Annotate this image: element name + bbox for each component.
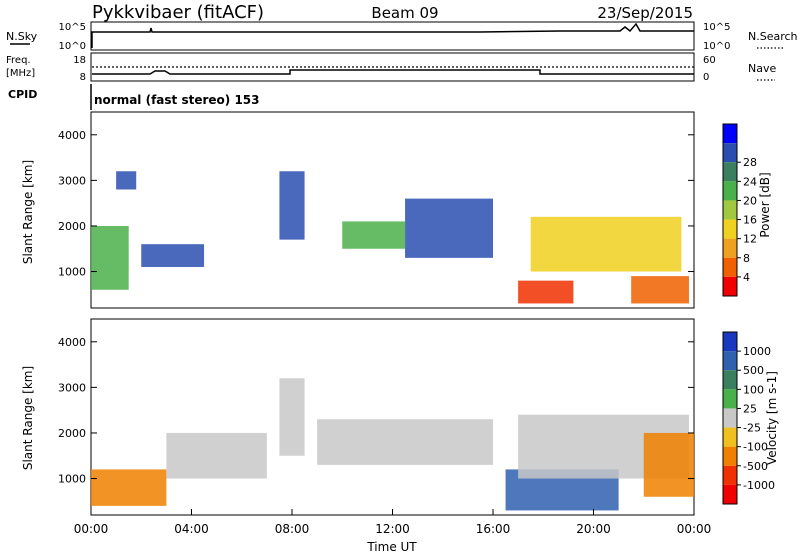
power-feature-6 — [518, 280, 574, 304]
power-colorbar-label-4: 20 — [743, 194, 757, 207]
velocity-ytick-label-3: 4000 — [58, 336, 86, 349]
power-feature-8 — [631, 276, 689, 304]
freq-tick-high: 18 — [73, 55, 86, 66]
power-feature-0 — [91, 225, 129, 290]
power-colorbar-frame — [722, 123, 738, 297]
velocity-colorbar-seg-7 — [723, 465, 737, 485]
velocity-colorbar-label: Velocity [m s-1] — [765, 371, 779, 465]
velocity-colorbar-label-4: -25 — [743, 422, 761, 435]
nsky-panel: N.Sky 10^5 10^0 10^5 10^0 N.Search — [6, 21, 798, 52]
velocity-colorbar-label-7: -1000 — [743, 479, 775, 492]
velocity-xtick-label-5: 20:00 — [576, 522, 611, 536]
velocity-colorbar-label-3: 25 — [743, 402, 757, 415]
nsearch-label: N.Search — [748, 30, 798, 43]
velocity-xtick-label-4: 16:00 — [476, 522, 511, 536]
cpid-value: normal (fast stereo) 153 — [94, 93, 260, 107]
velocity-xtick-label-1: 04:00 — [174, 522, 209, 536]
power-colorbar-label-5: 24 — [743, 175, 757, 188]
velocity-xtick-label-2: 08:00 — [275, 522, 310, 536]
velocity-xtick-label-6: 00:00 — [677, 522, 712, 536]
nsky-tick-high: 10^5 — [59, 22, 86, 33]
freq-trace — [92, 69, 694, 75]
velocity-xtick-label-3: 12:00 — [375, 522, 410, 536]
freq-tick-low: 8 — [80, 72, 86, 83]
velocity-ytick-label-2: 3000 — [58, 381, 86, 394]
power-colorbar-label-3: 16 — [743, 214, 757, 227]
power-feature-5 — [405, 198, 493, 258]
velocity-feature-0 — [91, 469, 167, 506]
velocity-colorbar-frame — [722, 331, 738, 505]
velocity-feature-2 — [279, 378, 305, 456]
beam-title: Beam 09 — [371, 4, 438, 22]
power-colorbar-label-0: 4 — [743, 271, 750, 284]
cpid-label: CPID — [8, 88, 37, 101]
velocity-colorbar-seg-4 — [723, 408, 737, 428]
velocity-feature-6 — [643, 432, 694, 497]
power-colorbar-label: Power [dB] — [758, 172, 772, 237]
station-title: Pykkvibaer (fitACF) — [92, 2, 264, 23]
freq-panel: Freq. [MHz] 18 8 60 0 Nave — [6, 52, 776, 83]
nsky-tick-low: 10^0 — [59, 41, 86, 52]
power-ytick-label-1: 2000 — [58, 220, 86, 233]
velocity-colorbar-seg-8 — [723, 484, 737, 504]
velocity-ytick-label-0: 1000 — [58, 473, 86, 486]
power-ytick-label-2: 3000 — [58, 174, 86, 187]
velocity-colorbar-seg-2 — [723, 370, 737, 390]
nsearch-tick-high: 10^5 — [703, 22, 730, 33]
velocity-ylabel: Slant Range [km] — [21, 366, 35, 470]
velocity-colorbar-label-6: -500 — [743, 460, 768, 473]
velocity-colorbar-seg-0 — [723, 332, 737, 352]
nave-label: Nave — [748, 62, 776, 75]
power-colorbar-seg-4 — [723, 200, 737, 220]
freq-label-1: Freq. — [6, 55, 31, 66]
power-ylabel: Slant Range [km] — [21, 160, 35, 264]
velocity-ytick-label-1: 2000 — [58, 427, 86, 440]
power-colorbar-label-1: 8 — [743, 252, 750, 265]
velocity-panel: 1000 2000 3000 4000 Slant Range [km] 1000 50… — [21, 318, 779, 554]
power-panel: 1000 2000 3000 4000 Slant Range [km] 4 8 12 16… — [21, 111, 772, 309]
velocity-feature-1 — [166, 432, 267, 479]
power-colorbar-label-6: 28 — [743, 156, 757, 169]
velocity-colorbar-label-0: 1000 — [743, 345, 771, 358]
velocity-xtick-label-0: 00:00 — [74, 522, 109, 536]
velocity-colorbar-label-5: -100 — [743, 441, 768, 454]
power-ytick-label-3: 4000 — [58, 129, 86, 142]
velocity-colorbar-seg-6 — [723, 446, 737, 466]
velocity-colorbar-seg-3 — [723, 389, 737, 409]
power-frame — [90, 111, 695, 309]
power-colorbar-seg-5 — [723, 219, 737, 239]
velocity-colorbar-label-2: 100 — [743, 383, 764, 396]
nsky-trace — [91, 22, 694, 48]
power-ytick-label-0: 1000 — [58, 266, 86, 279]
power-colorbar-seg-3 — [723, 181, 737, 201]
power-feature-4 — [342, 221, 406, 249]
velocity-colorbar-label-1: 500 — [743, 364, 764, 377]
nave-tick-low: 0 — [703, 72, 709, 83]
date-title: 23/Sep/2015 — [597, 4, 693, 22]
power-colorbar-seg-6 — [723, 238, 737, 258]
nave-tick-high: 60 — [703, 55, 716, 66]
velocity-colorbar-seg-1 — [723, 351, 737, 371]
velocity-feature-3 — [317, 419, 493, 465]
power-feature-3 — [279, 171, 305, 240]
freq-label-2: [MHz] — [6, 68, 35, 79]
power-colorbar-seg-7 — [723, 257, 737, 277]
power-colorbar-seg-2 — [723, 162, 737, 182]
power-colorbar-seg-1 — [723, 143, 737, 163]
velocity-colorbar-seg-5 — [723, 427, 737, 447]
power-colorbar-seg-8 — [723, 276, 737, 296]
power-colorbar-label-2: 12 — [743, 233, 757, 246]
power-feature-7 — [530, 216, 682, 272]
time-xlabel: Time UT — [366, 540, 417, 554]
power-feature-2 — [141, 244, 205, 267]
nsky-label: N.Sky — [6, 30, 38, 43]
nsearch-tick-low: 10^0 — [703, 41, 730, 52]
power-colorbar-seg-0 — [723, 124, 737, 144]
power-feature-1 — [116, 171, 137, 190]
